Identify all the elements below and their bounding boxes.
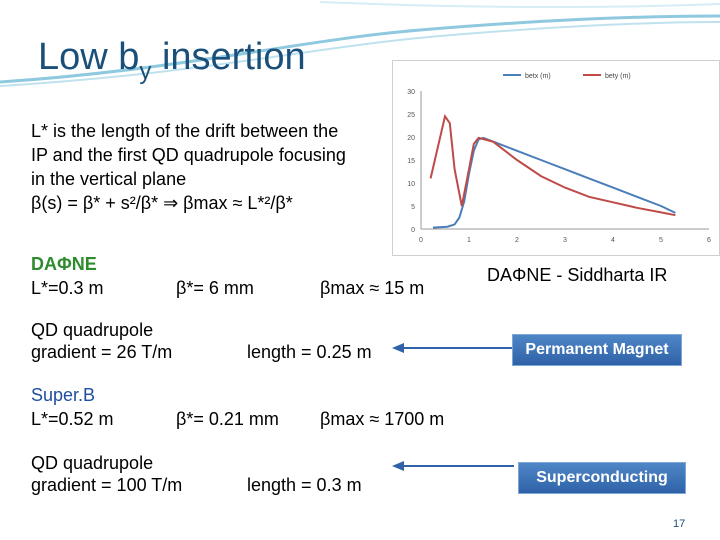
title-main: Low b	[38, 36, 140, 78]
permanent-magnet-button[interactable]: Permanent Magnet	[512, 334, 682, 366]
superb-qd-line-1: QD quadrupole	[31, 453, 154, 473]
intro-line-3: in the vertical plane	[31, 169, 187, 189]
x-tick-label: 0	[419, 237, 423, 244]
page-number: 17	[673, 518, 686, 530]
superb-heading: Super.B	[31, 385, 96, 405]
x-tick-label: 3	[563, 237, 567, 244]
dafne-heading: DAΦNE	[31, 254, 97, 274]
y-tick-label: 5	[411, 204, 415, 211]
chart-caption: DAΦNE - Siddharta IR	[487, 265, 668, 285]
series-line-bety	[429, 113, 676, 217]
y-tick-label: 30	[407, 89, 415, 96]
superb-betamax: βmax ≈ 1700 m	[320, 409, 445, 429]
y-tick-label: 25	[407, 112, 415, 119]
x-tick-label: 5	[659, 237, 663, 244]
superb-betastar: β*= 0.21 mm	[176, 409, 279, 429]
y-tick-label: 15	[407, 158, 415, 165]
x-tick-label: 6	[707, 237, 711, 244]
x-tick-label: 4	[611, 237, 615, 244]
superb-qd-line-2: gradient = 100 T/m	[31, 475, 183, 495]
dafne-qd-line-1: QD quadrupole	[31, 320, 154, 340]
x-tick-label: 1	[467, 237, 471, 244]
dafne-betastar: β*= 6 mm	[176, 278, 254, 298]
slide-title: Low by insertion	[38, 36, 306, 85]
y-tick-label: 20	[407, 135, 415, 142]
dafne-length: length = 0.25 m	[247, 342, 372, 362]
superb-lstar: L*=0.52 m	[31, 409, 114, 429]
intro-line-1: L* is the length of the drift between th…	[31, 121, 339, 141]
dafne-betamax: βmax ≈ 15 m	[320, 278, 425, 298]
dafne-qd-line-2: gradient = 26 T/m	[31, 342, 173, 362]
legend-label: bety (m)	[605, 73, 631, 80]
superconducting-button[interactable]: Superconducting	[518, 462, 686, 494]
beta-formula: β(s) = β* + s²/β* ⇒ βmax ≈ L*²/β*	[31, 193, 293, 213]
arrow-to-permanent-magnet	[392, 343, 514, 353]
beta-function-chart: 0 5 10 15 20 25 30 0 1 2 3 4 5 6 betx (m) bety (m)	[392, 60, 720, 256]
dafne-lstar: L*=0.3 m	[31, 278, 104, 298]
intro-line-2: IP and the first QD quadrupole focusing	[31, 145, 346, 165]
title-subscript: y	[139, 58, 152, 85]
y-tick-label: 10	[407, 181, 415, 188]
y-tick-label: 0	[411, 227, 415, 234]
title-rest: insertion	[151, 36, 306, 78]
arrow-to-superconducting	[392, 461, 514, 471]
x-tick-label: 2	[515, 237, 519, 244]
header-swoosh-decoration	[0, 1, 720, 87]
legend-label: betx (m)	[525, 73, 551, 80]
superb-length: length = 0.3 m	[247, 475, 362, 495]
